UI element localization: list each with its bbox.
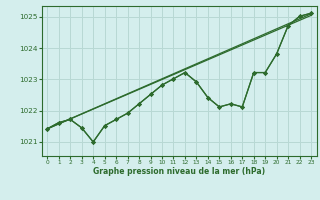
X-axis label: Graphe pression niveau de la mer (hPa): Graphe pression niveau de la mer (hPa) xyxy=(93,167,265,176)
